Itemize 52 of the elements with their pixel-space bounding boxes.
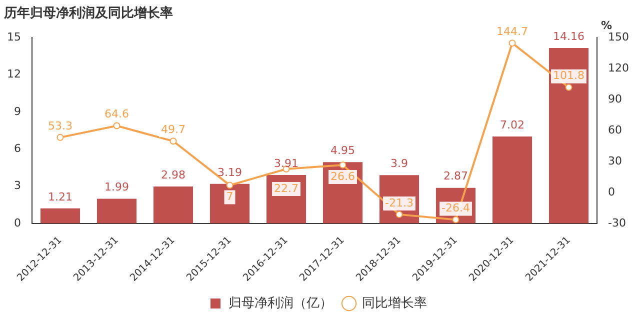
y-tick-label: 15 — [6, 30, 21, 44]
point — [56, 134, 64, 141]
point — [396, 210, 403, 218]
data-label: 7.02 — [500, 118, 525, 132]
point — [113, 122, 120, 130]
bar — [548, 48, 589, 224]
data-label: -21.3 — [385, 196, 414, 210]
data-label: 1.21 — [48, 190, 72, 204]
data-label: 3.19 — [218, 166, 242, 179]
point — [508, 40, 516, 47]
y-tick-label: 3 — [14, 179, 21, 192]
data-label: 2.98 — [161, 168, 186, 182]
point — [170, 138, 177, 145]
data-label: 49.7 — [161, 123, 186, 136]
legend-label: 同比增长率 — [362, 294, 427, 311]
data-label: 3.9 — [390, 156, 408, 170]
y2-tick-label: -30 — [608, 216, 626, 230]
data-label: 2.87 — [444, 170, 468, 183]
y-tick-label: 9 — [14, 104, 21, 118]
legend-label: 归母净利润（亿） — [228, 296, 332, 311]
y2-tick-label: 30 — [608, 154, 622, 168]
data-label: 1.99 — [104, 180, 129, 194]
point — [339, 161, 346, 168]
y2-tick-label: 0 — [608, 185, 616, 198]
y2-axis-title: % — [601, 18, 612, 32]
point — [452, 216, 460, 224]
point — [226, 182, 234, 189]
bar — [40, 208, 80, 224]
bar — [492, 136, 532, 224]
data-label: 14.16 — [553, 30, 585, 43]
y2-tick-label: 120 — [608, 61, 630, 74]
data-label: 7 — [226, 190, 234, 204]
y-tick-label: 6 — [14, 142, 21, 155]
data-label: 26.6 — [330, 170, 355, 183]
y2-tick-label: 60 — [608, 123, 622, 136]
data-label: -26.4 — [442, 202, 470, 215]
y2-tick-label: 90 — [608, 92, 622, 106]
data-label: 53.3 — [48, 119, 72, 132]
bar — [153, 186, 194, 224]
point — [565, 84, 572, 91]
data-label: 64.6 — [104, 108, 129, 121]
data-label: 3.91 — [274, 156, 298, 170]
data-label: 144.7 — [496, 24, 528, 38]
data-label: 101.8 — [553, 69, 585, 82]
chart-title: 历年归母净利润及同比增长率 — [3, 5, 173, 22]
data-label: 4.95 — [330, 144, 355, 157]
bar — [210, 184, 250, 224]
bar — [96, 198, 137, 224]
y-tick-label: 0 — [14, 216, 21, 230]
data-label: 22.7 — [274, 182, 298, 195]
y2-tick-label: 150 — [608, 30, 630, 44]
y-tick-label: 12 — [6, 68, 21, 81]
